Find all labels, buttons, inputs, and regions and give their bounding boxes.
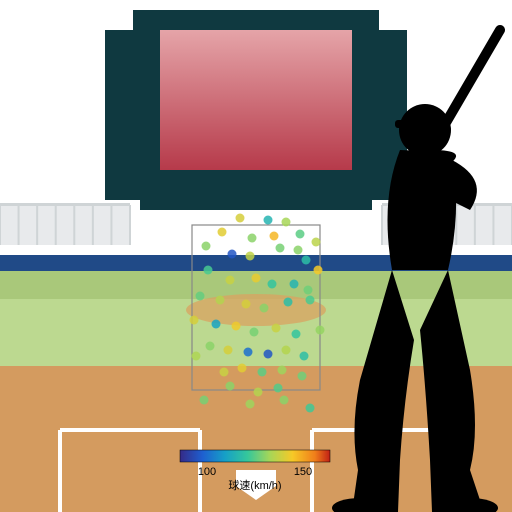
pitch-point	[196, 292, 205, 301]
pitch-point	[242, 300, 251, 309]
pitch-point	[314, 266, 323, 275]
pitch-point	[306, 404, 315, 413]
pitch-point	[264, 216, 273, 225]
pitch-point	[306, 296, 315, 305]
pitch-point	[258, 368, 267, 377]
pitch-point	[212, 320, 221, 329]
pitch-point	[226, 382, 235, 391]
pitch-point	[290, 280, 299, 289]
pitch-point	[228, 250, 237, 259]
pitch-point	[282, 218, 291, 227]
pitch-point	[244, 348, 253, 357]
pitch-point	[304, 286, 313, 295]
pitch-point	[302, 256, 311, 265]
pitch-point	[274, 384, 283, 393]
pitch-point	[252, 274, 261, 283]
pitch-point	[248, 234, 257, 243]
pitch-point	[204, 266, 213, 275]
pitch-point	[296, 230, 305, 239]
pitch-point	[190, 316, 199, 325]
pitch-point	[276, 244, 285, 253]
colorbar-tick: 100	[198, 466, 216, 478]
pitch-point	[238, 364, 247, 373]
pitch-point	[236, 214, 245, 223]
pitch-point	[202, 242, 211, 251]
pitch-point	[270, 232, 279, 241]
colorbar-title: 球速(km/h)	[228, 478, 281, 492]
pitch-point	[218, 228, 227, 237]
pitch-point	[284, 298, 293, 307]
chart-svg: 100 150 球速(km/h)	[0, 0, 512, 512]
pitch-point	[312, 238, 321, 247]
pitch-point	[292, 330, 301, 339]
pitch-point	[300, 352, 309, 361]
pitch-point	[264, 350, 273, 359]
pitch-point	[246, 252, 255, 261]
pitch-point	[220, 368, 229, 377]
pitch-point	[280, 396, 289, 405]
pitch-point	[316, 326, 325, 335]
pitch-point	[268, 280, 277, 289]
pitch-point	[232, 322, 241, 331]
pitch-point	[260, 304, 269, 313]
pitch-point	[226, 276, 235, 285]
pitch-point	[206, 342, 215, 351]
pitch-point	[278, 366, 287, 375]
pitch-point	[254, 388, 263, 397]
pitch-point	[272, 324, 281, 333]
pitch-point	[200, 396, 209, 405]
pitch-point	[224, 346, 233, 355]
pitch-point	[294, 246, 303, 255]
pitch-point	[250, 328, 259, 337]
pitch-point	[192, 352, 201, 361]
pitch-point	[246, 400, 255, 409]
pitch-location-chart: 100 150 球速(km/h)	[0, 0, 512, 512]
colorbar-tick: 150	[294, 466, 312, 478]
pitch-point	[282, 346, 291, 355]
pitch-point	[216, 296, 225, 305]
pitch-point	[298, 372, 307, 381]
